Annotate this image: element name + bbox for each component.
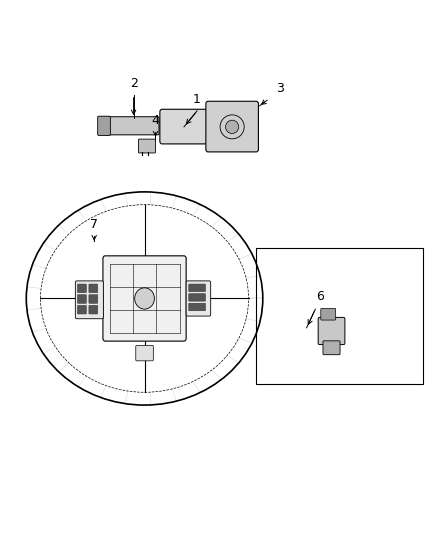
FancyBboxPatch shape <box>318 317 345 344</box>
FancyBboxPatch shape <box>89 284 98 293</box>
Bar <box>256 248 423 384</box>
FancyBboxPatch shape <box>138 139 155 153</box>
FancyBboxPatch shape <box>103 256 186 341</box>
Text: 2: 2 <box>130 77 138 90</box>
FancyBboxPatch shape <box>98 116 110 135</box>
FancyBboxPatch shape <box>89 305 98 314</box>
FancyBboxPatch shape <box>189 284 205 292</box>
FancyBboxPatch shape <box>78 305 86 314</box>
FancyBboxPatch shape <box>189 303 205 311</box>
FancyBboxPatch shape <box>78 295 86 303</box>
FancyBboxPatch shape <box>75 281 103 319</box>
Text: 4: 4 <box>152 114 159 127</box>
FancyBboxPatch shape <box>189 294 205 301</box>
FancyBboxPatch shape <box>323 341 340 355</box>
FancyBboxPatch shape <box>160 109 208 144</box>
Text: 6: 6 <box>316 290 324 303</box>
FancyBboxPatch shape <box>136 345 153 361</box>
FancyBboxPatch shape <box>89 295 98 303</box>
FancyBboxPatch shape <box>99 117 159 135</box>
FancyBboxPatch shape <box>321 308 336 320</box>
FancyBboxPatch shape <box>206 101 258 152</box>
Ellipse shape <box>135 288 154 309</box>
FancyBboxPatch shape <box>186 281 211 316</box>
FancyBboxPatch shape <box>78 284 86 293</box>
Ellipse shape <box>226 120 239 134</box>
Text: 3: 3 <box>276 82 284 95</box>
Text: 1: 1 <box>193 93 201 106</box>
Text: 7: 7 <box>90 218 98 231</box>
